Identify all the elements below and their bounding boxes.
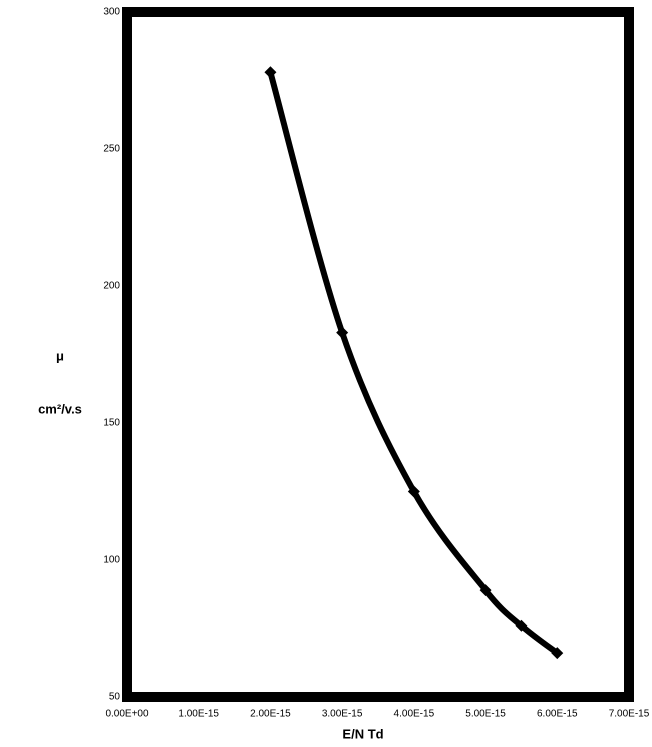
y-axis-label: μ	[56, 348, 64, 363]
x-axis-label: E/N Td	[342, 726, 383, 741]
x-tick-label: 6.00E-15	[537, 709, 578, 720]
y-axis-unit: cm²/v.s	[38, 401, 82, 416]
y-tick-label: 250	[103, 144, 120, 155]
x-tick-label: 0.00E+00	[105, 709, 149, 720]
data-point	[407, 485, 420, 498]
plot-frame	[122, 7, 634, 702]
x-tick-label: 1.00E-15	[178, 709, 219, 720]
series-line	[267, 69, 561, 657]
y-tick-label: 200	[103, 281, 120, 292]
x-tick-label: 4.00E-15	[394, 709, 435, 720]
data-point	[479, 584, 492, 597]
data-point	[515, 619, 528, 632]
y-tick-label: 300	[103, 7, 120, 18]
data-point	[264, 66, 277, 79]
y-tick-label: 50	[109, 692, 121, 703]
x-tick-label: 3.00E-15	[322, 709, 363, 720]
x-tick-label: 5.00E-15	[465, 709, 506, 720]
y-tick-label: 150	[103, 418, 120, 429]
x-tick-label: 2.00E-15	[250, 709, 291, 720]
y-tick-label: 100	[103, 555, 120, 566]
x-tick-label: 7.00E-15	[609, 709, 650, 720]
data-point	[551, 647, 564, 660]
data-point	[336, 326, 349, 339]
